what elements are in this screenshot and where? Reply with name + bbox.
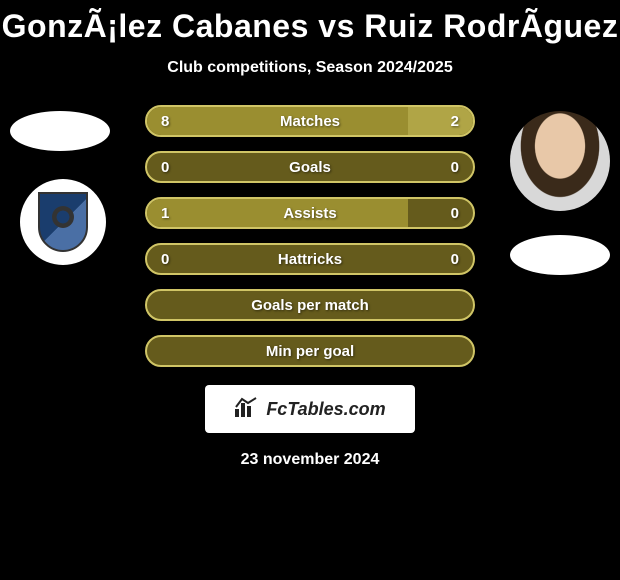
comparison-content: 8 2 Matches 0 0 Goals 1 0 Assists 0 0 Hattricks Goal… [0,105,620,367]
date-label: 23 november 2024 [0,451,620,469]
player-right-avatar [510,111,610,211]
stat-value-left: 8 [161,113,169,130]
stat-label: Goals per match [251,297,369,314]
stat-value-left: 1 [161,205,169,222]
player-left-placeholder [10,111,110,151]
stat-value-right: 0 [451,251,459,268]
chart-icon [234,397,260,422]
club-logo-left [20,179,106,265]
shield-icon [38,192,88,252]
page-subtitle: Club competitions, Season 2024/2025 [0,59,620,77]
stat-row: Goals per match [145,289,475,321]
stat-row: 0 0 Hattricks [145,243,475,275]
stat-fill-left [147,199,408,227]
stat-row: 8 2 Matches [145,105,475,137]
stat-value-left: 0 [161,159,169,176]
stat-value-right: 2 [451,113,459,130]
stat-label: Matches [280,113,340,130]
stat-label: Hattricks [278,251,342,268]
stat-value-right: 0 [451,159,459,176]
stat-label: Assists [283,205,336,222]
stat-row: Min per goal [145,335,475,367]
stat-row: 1 0 Assists [145,197,475,229]
club-logo-right-placeholder [510,235,610,275]
stat-bars: 8 2 Matches 0 0 Goals 1 0 Assists 0 0 Hattricks Goal… [145,105,475,367]
watermark-text: FcTables.com [266,399,385,420]
page-title: GonzÃ¡lez Cabanes vs Ruiz RodrÃ­guez [0,0,620,45]
watermark: FcTables.com [205,385,415,433]
stat-label: Goals [289,159,331,176]
stat-value-right: 0 [451,205,459,222]
stat-label: Min per goal [266,343,354,360]
stat-fill-right [408,107,473,135]
stat-row: 0 0 Goals [145,151,475,183]
stat-value-left: 0 [161,251,169,268]
stat-fill-left [147,107,408,135]
